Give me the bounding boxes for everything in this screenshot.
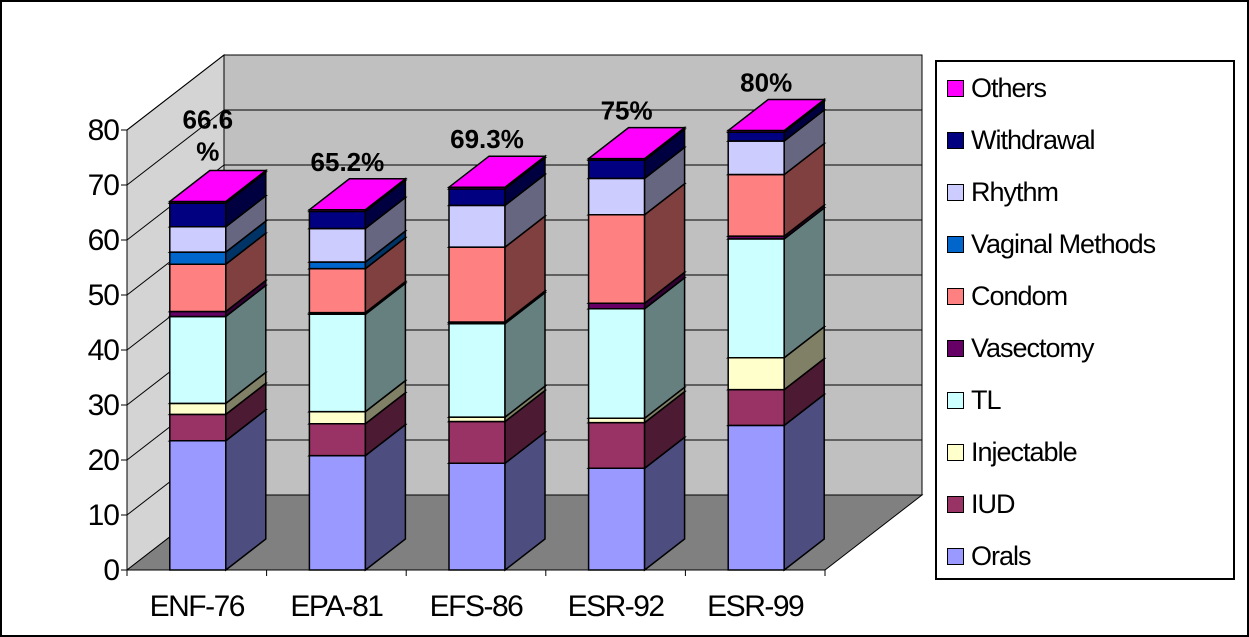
bar-segment xyxy=(167,168,268,205)
x-tick-label: ESR-92 xyxy=(568,590,665,623)
bar-segment xyxy=(586,126,687,162)
gridline xyxy=(126,164,922,241)
legend-label: Vaginal Methods xyxy=(971,228,1156,259)
y-tick-label: 60 xyxy=(88,224,120,257)
total-label: 69.3% xyxy=(450,124,524,154)
x-tick-label: ENF-76 xyxy=(150,590,245,623)
legend-swatch xyxy=(947,391,964,409)
legend-label: IUD xyxy=(971,488,1015,519)
y-tick-label: 50 xyxy=(88,279,120,312)
legend-item: Injectable xyxy=(947,434,1078,470)
legend-item: Vasectomy xyxy=(947,330,1095,366)
gridline xyxy=(126,109,922,186)
total-label: 66.6 xyxy=(182,105,233,135)
legend-swatch xyxy=(947,547,964,565)
total-label: 75% xyxy=(601,96,653,126)
legend-swatch xyxy=(947,183,964,201)
bar-stack-esr-99 xyxy=(726,98,827,572)
legend-swatch xyxy=(947,287,964,305)
legend-swatch xyxy=(947,131,964,149)
bar-stack-esr-92 xyxy=(586,126,687,572)
legend-item: Rhythm xyxy=(947,174,1059,210)
legend-item: Vaginal Methods xyxy=(947,226,1156,262)
bar-stack-enf-76 xyxy=(167,168,268,572)
x-tick-label: EFS-86 xyxy=(430,590,524,623)
legend-item: Condom xyxy=(947,278,1068,314)
legend: Others Withdrawal Rhythm Vaginal Methods Con… xyxy=(935,60,1235,580)
y-tick-label: 40 xyxy=(88,334,120,367)
total-label: 65.2% xyxy=(311,147,385,177)
y-tick-label: 30 xyxy=(88,389,120,422)
legend-swatch xyxy=(947,79,964,97)
legend-label: Withdrawal xyxy=(971,124,1096,155)
total-label: % xyxy=(196,137,219,167)
legend-label: Vasectomy xyxy=(971,332,1095,363)
x-tick-label: EPA-81 xyxy=(290,590,383,623)
x-tick-label: ESR-99 xyxy=(707,590,804,623)
y-tick-label: 0 xyxy=(103,554,119,587)
gridline xyxy=(126,54,922,131)
legend-item: Others xyxy=(947,70,1047,106)
legend-swatch xyxy=(947,443,964,461)
legend-swatch xyxy=(947,235,964,253)
y-tick-label: 10 xyxy=(88,499,120,532)
legend-label: Orals xyxy=(971,540,1032,571)
bar-stack-efs-86 xyxy=(446,154,548,572)
legend-item: Orals xyxy=(947,538,1032,574)
legend-label: Others xyxy=(971,72,1047,103)
bar-segment xyxy=(726,98,827,134)
legend-label: Rhythm xyxy=(971,176,1059,207)
legend-swatch xyxy=(947,495,964,513)
legend-item: Withdrawal xyxy=(947,122,1096,158)
legend-item: IUD xyxy=(947,486,1015,522)
legend-swatch xyxy=(947,339,964,357)
y-tick-label: 20 xyxy=(88,444,120,477)
legend-item: TL xyxy=(947,382,1001,418)
bar-stack-epa-81 xyxy=(307,177,408,572)
legend-label: Condom xyxy=(971,280,1068,311)
y-tick-label: 80 xyxy=(88,114,120,147)
legend-label: Injectable xyxy=(971,436,1078,467)
legend-label: TL xyxy=(971,384,1001,415)
total-label: 80% xyxy=(740,68,792,98)
bar-segment xyxy=(307,177,408,213)
bar-segment xyxy=(446,154,548,191)
y-tick-label: 70 xyxy=(88,169,120,202)
